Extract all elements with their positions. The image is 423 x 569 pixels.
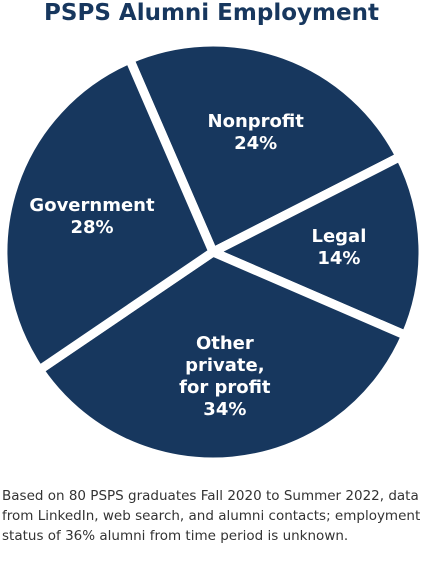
pie-slice bbox=[33, 246, 412, 467]
pie-slice bbox=[0, 53, 219, 377]
slice-label: Other private, for profit 34% bbox=[175, 333, 275, 421]
chart-title: PSPS Alumni Employment bbox=[44, 0, 379, 26]
value-label: 24% bbox=[234, 133, 278, 155]
chart bbox=[0, 37, 423, 467]
pie-slice bbox=[123, 37, 407, 259]
value-label: 28% bbox=[70, 216, 114, 238]
slice-label: Government 28% bbox=[29, 195, 154, 239]
category-label: Other private, for profit bbox=[179, 333, 271, 399]
category-label: Legal bbox=[311, 226, 367, 248]
slice-label: Nonprofit 24% bbox=[208, 111, 304, 155]
value-label: 14% bbox=[317, 248, 361, 270]
footnote: Based on 80 PSPS graduates Fall 2020 to … bbox=[2, 488, 421, 544]
slice-label: Legal 14% bbox=[311, 226, 366, 270]
value-label: 34% bbox=[203, 399, 247, 421]
category-label: Government bbox=[29, 194, 155, 216]
category-label: Nonprofit bbox=[207, 111, 304, 133]
